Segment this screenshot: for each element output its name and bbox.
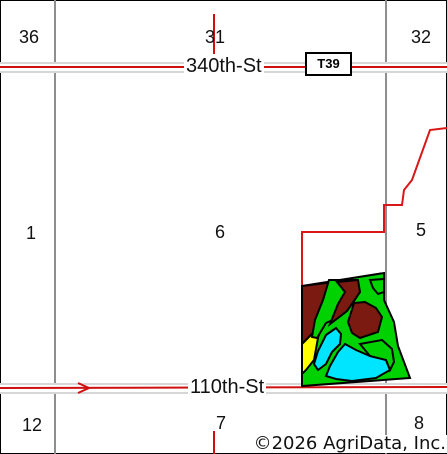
section-label-31: 31 xyxy=(205,27,226,47)
soil-zone-green-east xyxy=(358,338,396,373)
section-label-7: 7 xyxy=(216,413,227,433)
section-label-5: 5 xyxy=(416,220,427,240)
section-label-12: 12 xyxy=(22,415,43,435)
soil-zone-cyan-west xyxy=(312,326,343,372)
soil-zone-green-ne xyxy=(368,277,385,296)
road-label-340th-st: 340th-St xyxy=(184,55,264,77)
township-badge: T39 xyxy=(305,52,352,76)
soil-zone-cyan-south xyxy=(324,342,392,383)
property-boundary xyxy=(301,127,447,386)
road-label-110th-st: 110th-St xyxy=(188,376,267,398)
section-label-1: 1 xyxy=(26,223,37,243)
section-label-32: 32 xyxy=(411,27,432,47)
section-label-8: 8 xyxy=(414,413,425,433)
section-label-36: 36 xyxy=(19,27,40,47)
soil-map xyxy=(301,271,412,388)
copyright-notice: ©2026 AgriData, Inc. xyxy=(252,433,447,454)
soil-zone-brown-central xyxy=(327,278,362,327)
soil-zone-brown-east xyxy=(346,300,384,340)
section-label-6: 6 xyxy=(215,222,226,242)
